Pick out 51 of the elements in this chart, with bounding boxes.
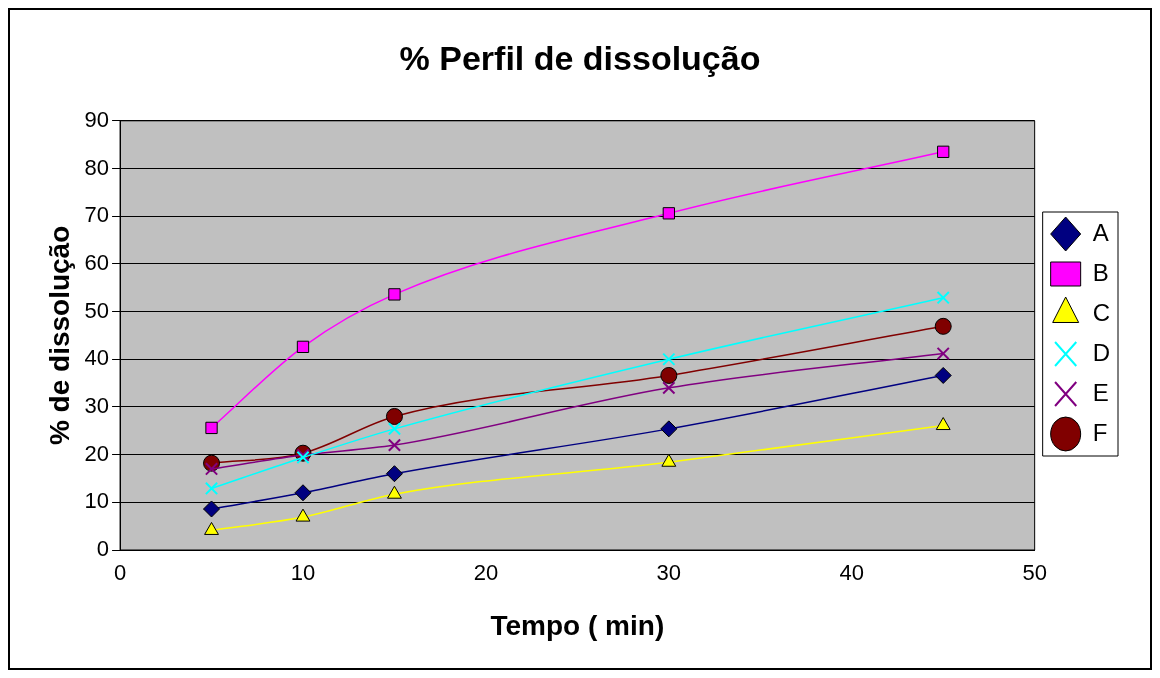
y-tick-label: 50 [84, 297, 110, 323]
y-tick-label: 40 [84, 345, 110, 371]
y-tick-label: 0 [96, 536, 110, 562]
point [662, 207, 675, 220]
point [294, 484, 312, 502]
point [934, 366, 952, 384]
y-tick-label: 80 [84, 154, 110, 180]
point [387, 438, 402, 452]
point [662, 352, 676, 366]
y-tick-label: 20 [84, 440, 110, 466]
point [660, 366, 678, 384]
point [385, 465, 403, 483]
point [205, 421, 218, 435]
point [662, 381, 676, 395]
y-tick-label: 90 [84, 106, 110, 132]
y-tick-label: 30 [84, 393, 110, 418]
legend-label: F [1092, 418, 1108, 446]
point [935, 417, 951, 431]
point [387, 422, 402, 436]
y-tick-label: 60 [84, 249, 110, 275]
x-tick-label: 30 [656, 560, 682, 586]
point [936, 291, 950, 305]
point [934, 317, 952, 335]
x-axis-title: Tempo ( min) [490, 609, 665, 641]
legend-label: C [1092, 298, 1111, 326]
point [204, 481, 219, 496]
point [295, 508, 311, 522]
point [385, 407, 403, 425]
x-tick-label: 0 [113, 560, 127, 586]
x-tick-label: 40 [839, 560, 864, 586]
legend-label: E [1092, 378, 1109, 406]
point [387, 485, 402, 499]
legend-label: A [1092, 218, 1109, 246]
point [204, 521, 219, 535]
point [296, 340, 310, 353]
point [936, 346, 950, 361]
y-axis-title: % de dissolução [43, 225, 75, 446]
y-tick-label: 10 [84, 488, 110, 514]
point [204, 462, 219, 476]
point [660, 420, 678, 438]
point [661, 453, 677, 467]
point [388, 288, 401, 301]
point [203, 500, 221, 518]
legend-label: D [1092, 338, 1111, 366]
y-tick-label: 70 [84, 202, 110, 228]
x-tick-label: 20 [473, 560, 499, 586]
point [937, 145, 950, 158]
chart-title: % Perfil de dissolução [399, 38, 761, 77]
legend-label: B [1092, 258, 1109, 286]
x-tick-label: 50 [1022, 560, 1047, 586]
x-tick-label: 10 [290, 560, 316, 586]
